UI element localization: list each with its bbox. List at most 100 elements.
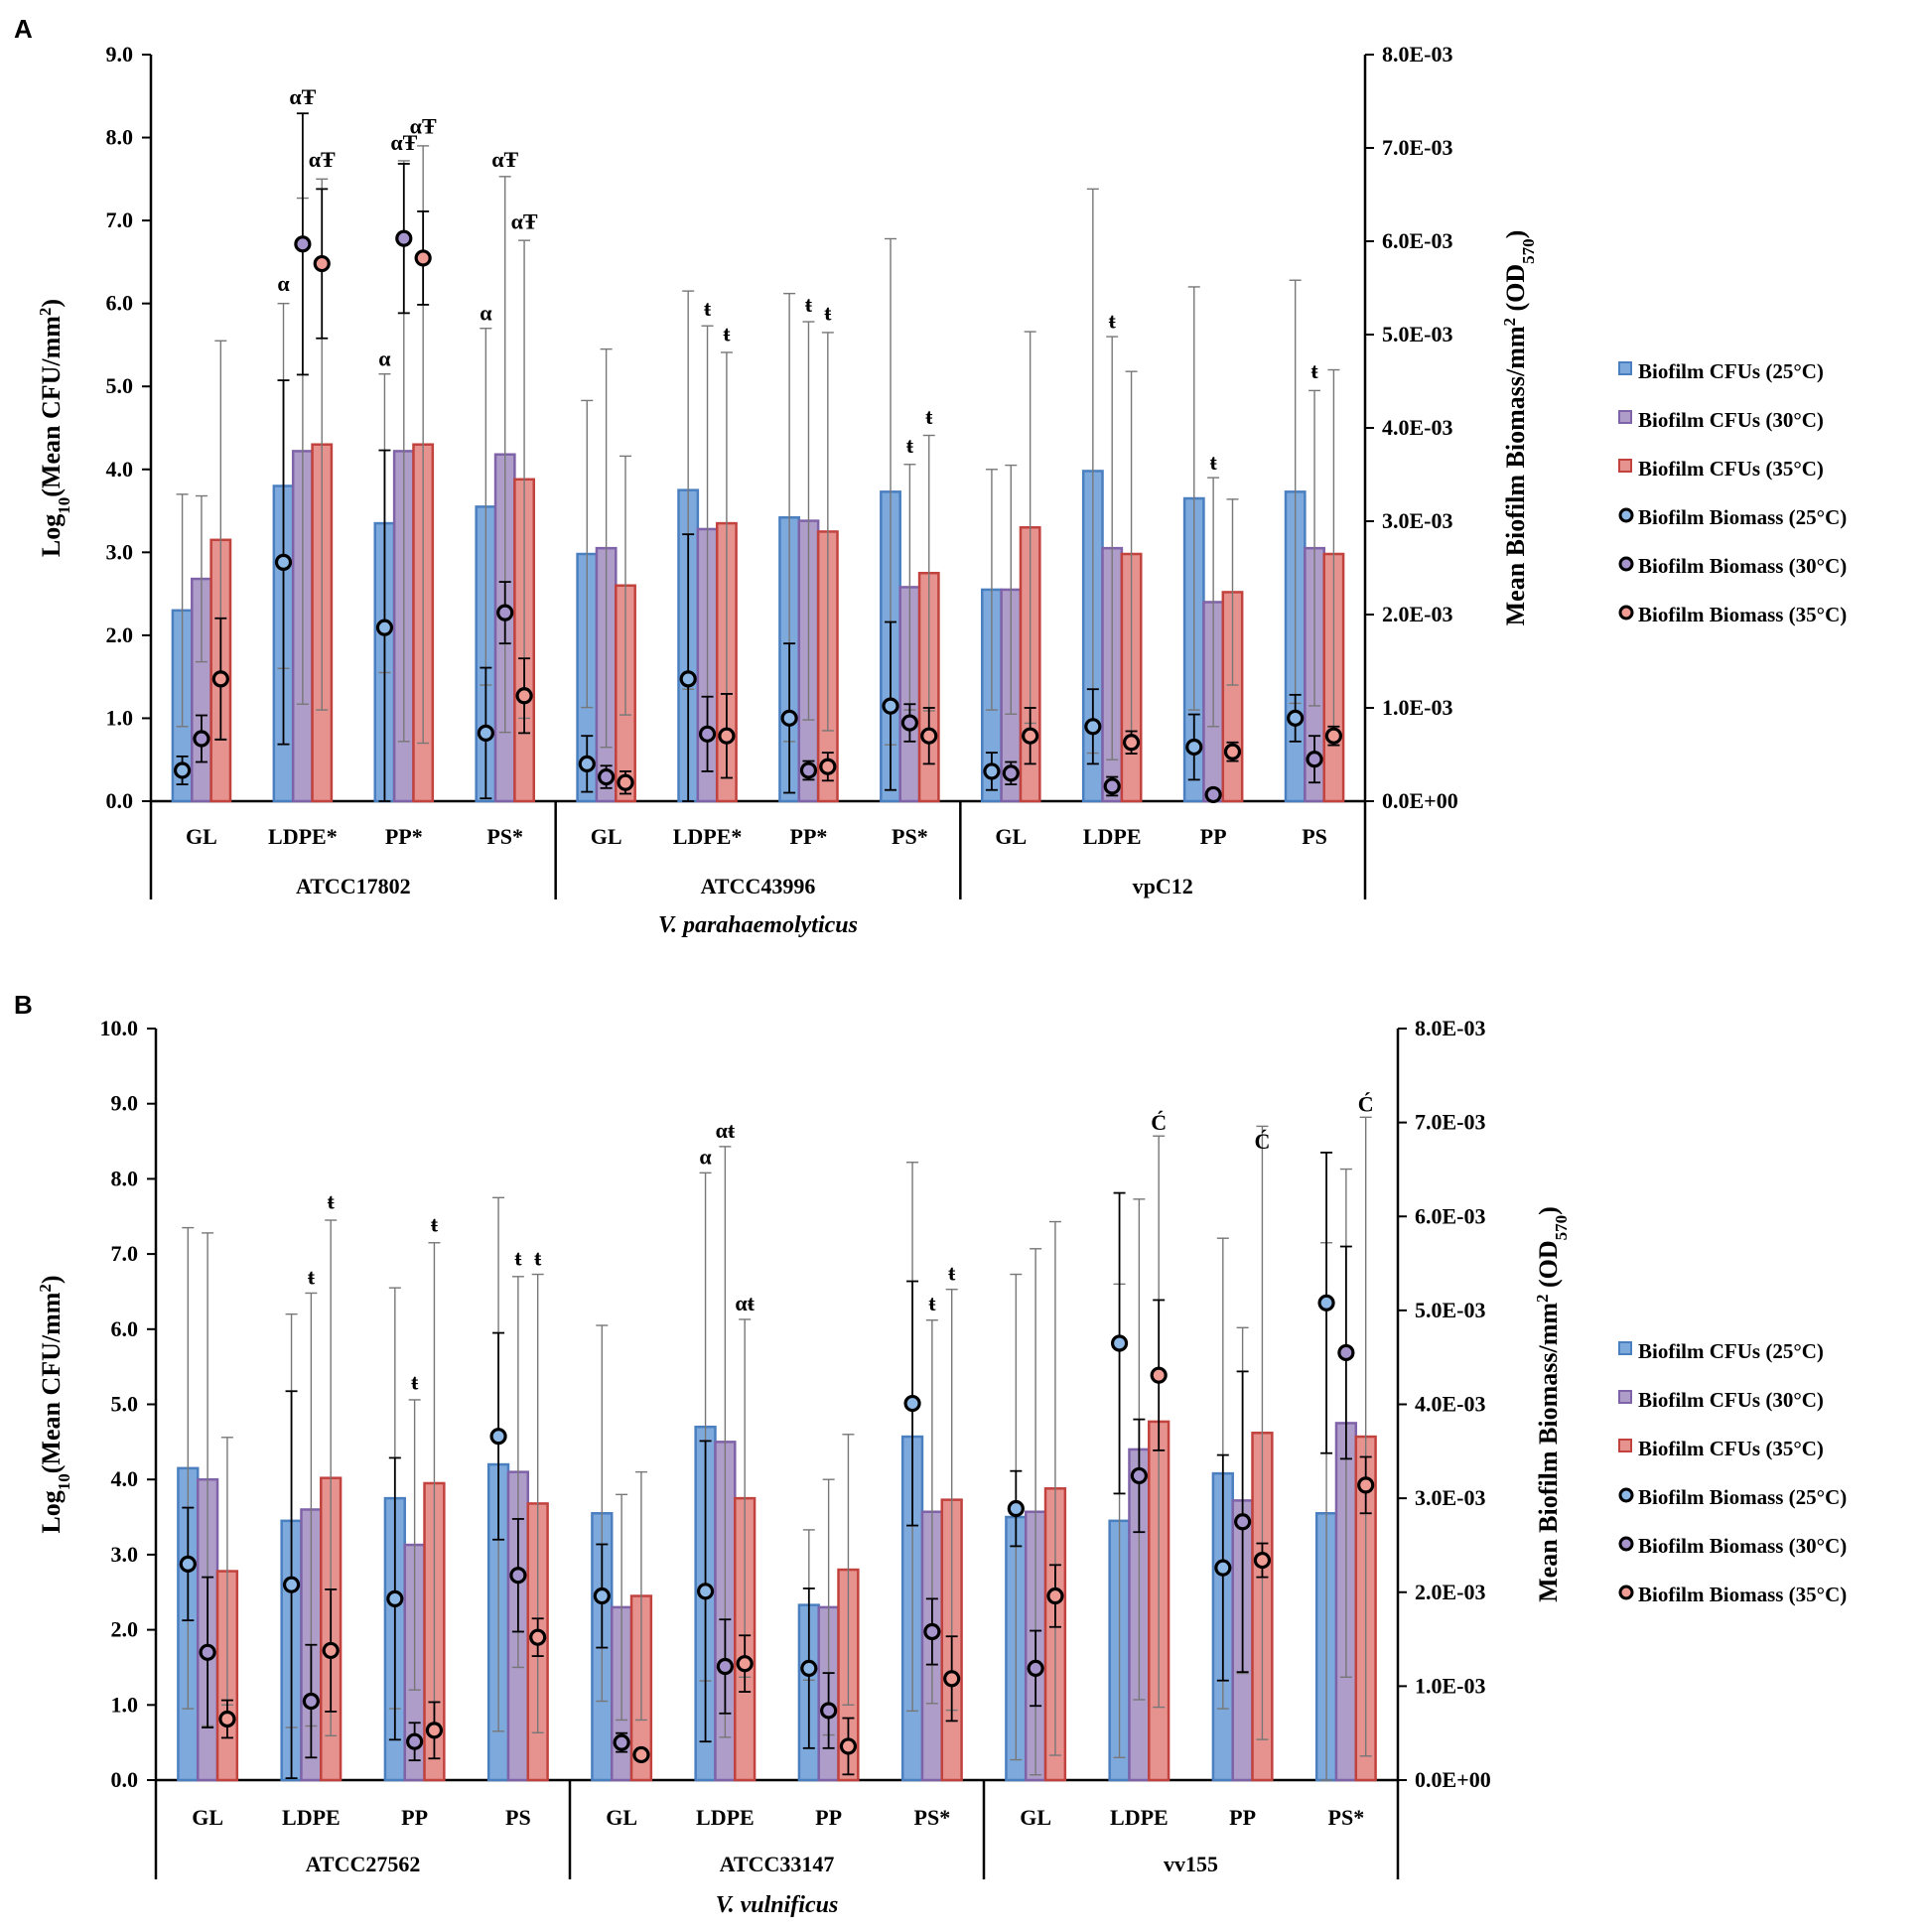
biomass-point-30c [613, 1733, 630, 1751]
right-tick-label: 4.0E-03 [1415, 1392, 1486, 1417]
category-label: GL [1020, 1805, 1051, 1830]
biomass-point-25c [903, 1394, 921, 1413]
biomass-point-35c [515, 687, 533, 705]
right-tick-label: 1.0E-03 [1415, 1673, 1486, 1698]
biomass-point-30c [820, 1702, 838, 1720]
category-label: PP* [385, 824, 423, 849]
legend-item: Biofilm CFUs (30°C) [1618, 1388, 1824, 1412]
left-tick-label: 10.0 [100, 1016, 139, 1040]
category-label: PS* [892, 824, 928, 849]
significance-mark: ŧ [431, 1211, 439, 1236]
significance-mark: αŧ [735, 1291, 755, 1315]
significance-mark: ŧ [411, 1369, 419, 1394]
left-tick-label: 9.0 [106, 42, 134, 67]
legend-label: Biofilm Biomass (35°C) [1638, 1583, 1847, 1606]
panel-letter: A [14, 14, 33, 44]
biomass-point-30c [1002, 764, 1020, 782]
biomass-point-25c [1084, 718, 1102, 736]
left-tick-label: 9.0 [111, 1091, 139, 1116]
significance-mark: α [480, 300, 492, 325]
category-label: LDPE [282, 1805, 341, 1830]
right-tick-label: 0.0E+00 [1382, 788, 1458, 813]
biomass-points [179, 1152, 1375, 1780]
biomass-point-35c [1357, 1476, 1375, 1494]
biomass-point-30c [302, 1692, 320, 1711]
category-label: GL [995, 824, 1027, 849]
legend-item: Biofilm CFUs (35°C) [1618, 1437, 1824, 1460]
legend-label: Biofilm Biomass (25°C) [1638, 1485, 1847, 1509]
biomass-point-25c [179, 1555, 197, 1573]
y2-axis-title: Mean Biofilm Biomass/mm2 (OD570) [1533, 1206, 1571, 1602]
category-label: GL [606, 1805, 637, 1830]
biomass-point-25c [477, 724, 494, 742]
legend-item: Biofilm Biomass (30°C) [1618, 1534, 1847, 1558]
biomass-point-35c [1022, 727, 1039, 745]
biomass-point-35c [211, 670, 229, 688]
biomass-point-35c [839, 1737, 858, 1755]
biomass-point-30c [1234, 1513, 1252, 1531]
left-tick-label: 0.0 [111, 1767, 139, 1792]
biomass-point-30c [799, 761, 818, 779]
cfu-error-bars [182, 1116, 1372, 1781]
legend-swatch-point [1618, 1536, 1634, 1552]
legend-label: Biofilm Biomass (25°C) [1638, 505, 1847, 529]
legend-item: Biofilm Biomass (30°C) [1618, 554, 1847, 578]
left-tick-label: 4.0 [106, 457, 134, 482]
biomass-point-30c [1337, 1343, 1355, 1362]
biomass-point-30c [1130, 1466, 1148, 1485]
category-label: PS* [486, 824, 523, 849]
group-label: ATCC17802 [296, 874, 411, 898]
significance-mark: ŧ [308, 1264, 316, 1289]
biomass-point-25c [274, 553, 293, 571]
legend-label: Biofilm Biomass (30°C) [1638, 554, 1847, 578]
significance-mark: αŦ [491, 147, 518, 172]
right-tick-label: 2.0E-03 [1382, 602, 1453, 626]
significance-mark: ŧ [906, 433, 914, 458]
biomass-point-25c [983, 762, 1001, 780]
biomass-point-25c [593, 1587, 611, 1605]
left-tick-label: 8.0 [111, 1166, 139, 1190]
significance-mark: ŧ [723, 321, 731, 345]
significance-mark: αŦ [390, 130, 417, 155]
left-tick-label: 2.0 [106, 622, 134, 647]
biomass-point-30c [509, 1567, 527, 1585]
biomass-point-30c [716, 1657, 734, 1676]
significance-mark: ŧ [925, 404, 933, 429]
biomass-point-25c [578, 755, 596, 773]
significance-mark: ŧ [1209, 450, 1217, 475]
biomass-point-30c [1204, 785, 1222, 804]
legend-item: Biofilm CFUs (25°C) [1618, 359, 1824, 383]
category-label: GL [192, 1805, 223, 1830]
category-label: GL [591, 824, 622, 849]
biomass-point-35c [617, 773, 634, 791]
biomass-point-30c [496, 604, 514, 621]
category-label: PS [1302, 824, 1327, 849]
left-tick-label: 6.0 [111, 1316, 139, 1341]
biomass-point-35c [313, 254, 331, 273]
biomass-point-35c [819, 758, 837, 775]
biomass-point-25c [1185, 738, 1203, 757]
biomass-point-35c [218, 1710, 236, 1728]
legend-item: Biofilm Biomass (25°C) [1618, 1485, 1847, 1509]
category-label: PP [1200, 824, 1227, 849]
cfu-bars [171, 443, 1345, 803]
panel-a: A 0.0 1.0 2.0 3.0 4.0 5.0 6.0 7.0 8.0 9.0 0.0E+00 1.… [14, 14, 1847, 938]
biomass-point-30c [900, 714, 918, 732]
category-label: LDPE [696, 1805, 755, 1830]
biomass-point-35c [736, 1655, 754, 1673]
biomass-point-35c [1150, 1366, 1168, 1384]
legend: Biofilm CFUs (25°C) Biofilm CFUs (30°C) Bi… [1618, 359, 1847, 626]
left-tick-label: 4.0 [111, 1466, 139, 1491]
biomass-point-35c [1046, 1587, 1064, 1605]
category-label: PS [505, 1805, 531, 1830]
left-tick-label: 6.0 [106, 291, 134, 316]
y-axis-title: Log10(Mean CFU/mm2) [36, 1275, 73, 1533]
legend-swatch-point [1618, 556, 1634, 572]
biomass-point-35c [322, 1641, 340, 1660]
right-tick-label: 6.0E-03 [1382, 228, 1453, 253]
legend-swatch-bar [1618, 1341, 1632, 1355]
biomass-point-25c [489, 1428, 507, 1446]
right-tick-label: 5.0E-03 [1382, 322, 1453, 346]
left-tick-label: 8.0 [106, 125, 134, 150]
